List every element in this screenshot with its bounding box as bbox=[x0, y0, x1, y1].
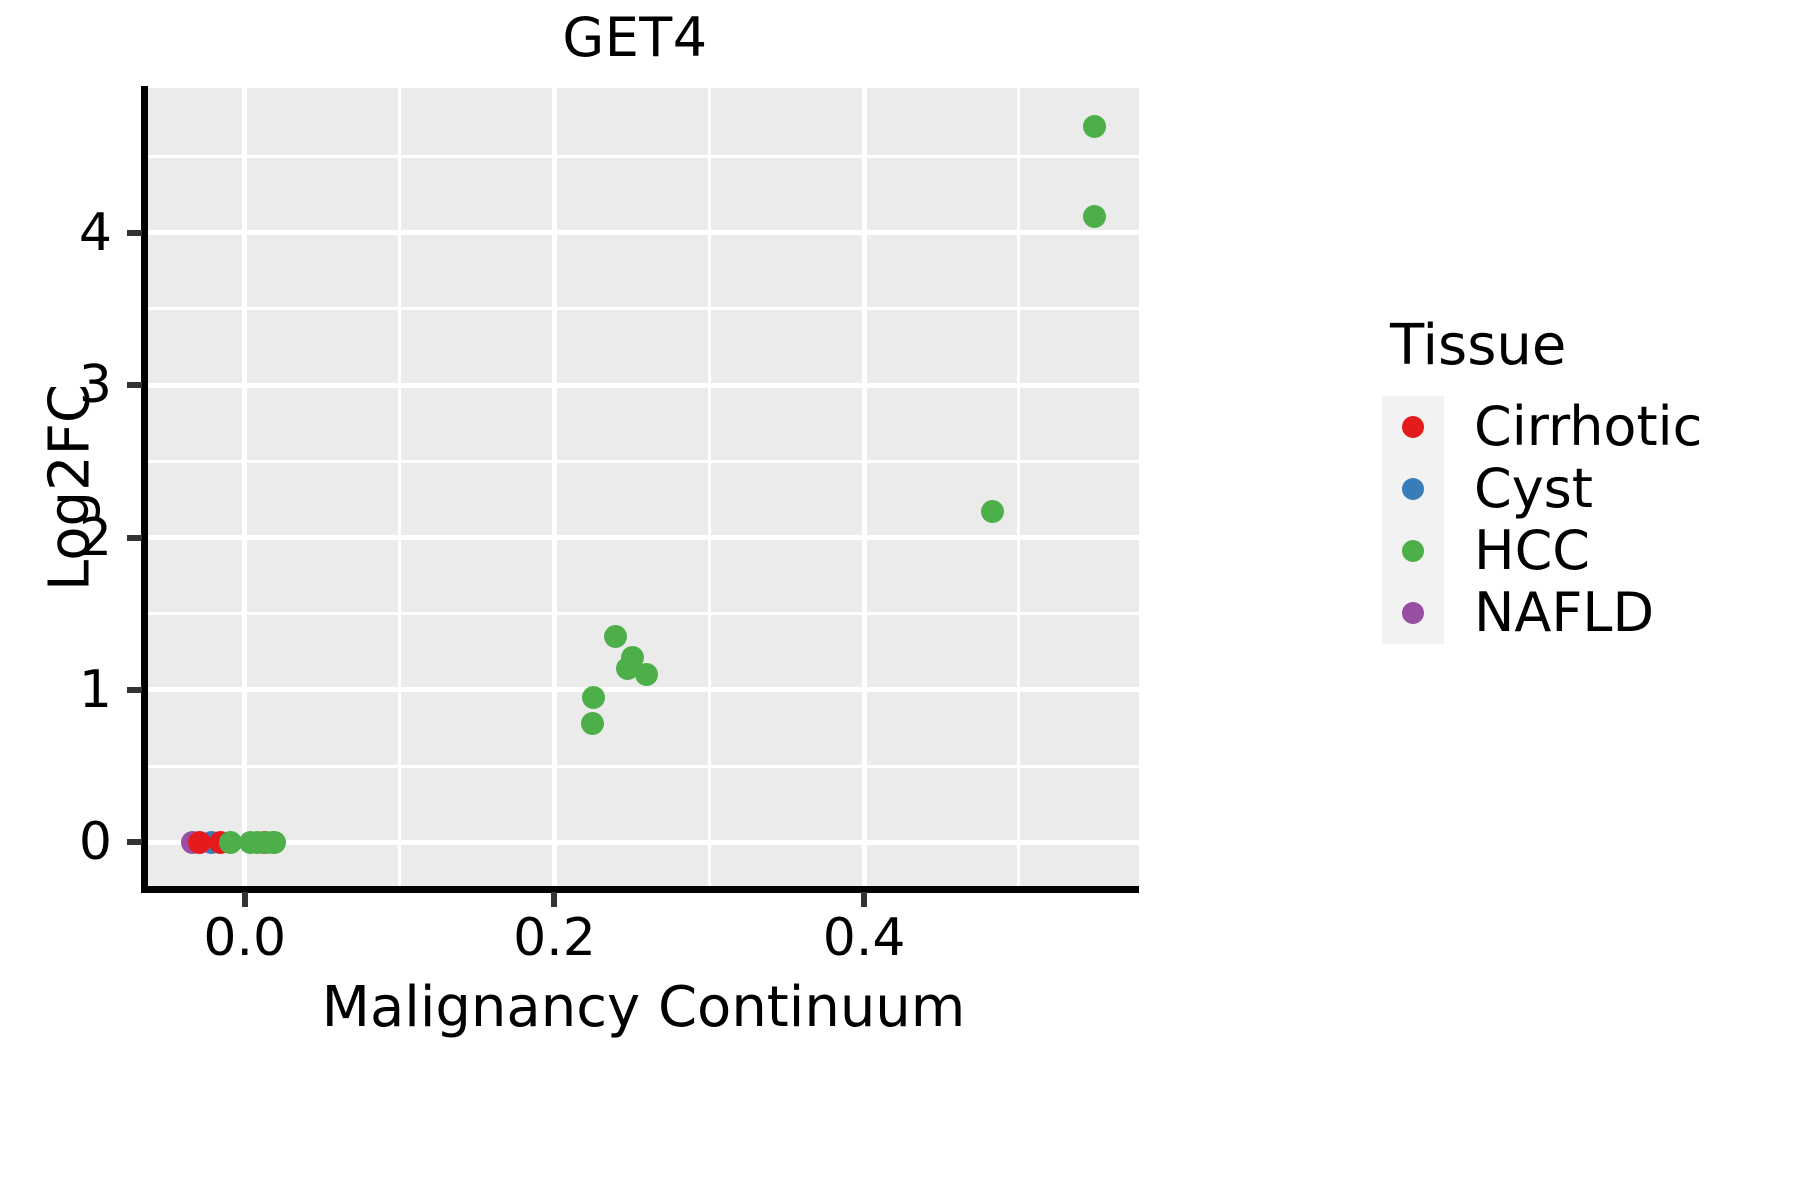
gridline-minor-horizontal bbox=[148, 612, 1139, 616]
legend-item-nafld[interactable]: NAFLD bbox=[1382, 582, 1782, 644]
legend-entries: Cirrhotic Cyst HCC NAFLD bbox=[1382, 396, 1782, 644]
y-tick-label: 2 bbox=[78, 507, 112, 568]
legend-dot-icon bbox=[1402, 416, 1424, 438]
gridline-major-horizontal bbox=[148, 687, 1139, 693]
gridline-major-vertical bbox=[861, 88, 867, 888]
data-point-hcc bbox=[1082, 204, 1106, 228]
legend-dot-icon bbox=[1402, 478, 1424, 500]
x-tick-label: 0.0 bbox=[203, 908, 287, 968]
legend-label: NAFLD bbox=[1474, 581, 1655, 644]
gridline-major-horizontal bbox=[148, 230, 1139, 236]
x-axis-line bbox=[141, 886, 1139, 893]
gridline-minor-horizontal bbox=[148, 307, 1139, 311]
data-point-hcc bbox=[635, 663, 659, 687]
legend-key-swatch bbox=[1382, 520, 1444, 582]
x-axis-label: Malignancy Continuum bbox=[321, 975, 966, 1040]
plot-panel bbox=[148, 88, 1139, 888]
x-tick-mark bbox=[551, 892, 558, 907]
y-tick-mark bbox=[127, 534, 142, 541]
x-tick-mark bbox=[861, 892, 868, 907]
legend: Tissue Cirrhotic Cyst HCC NAFLD bbox=[1382, 318, 1782, 644]
y-axis-label: Log2FC bbox=[37, 384, 103, 591]
x-tick-label: 0.4 bbox=[822, 908, 906, 968]
legend-item-cyst[interactable]: Cyst bbox=[1382, 458, 1782, 520]
data-point-hcc bbox=[981, 500, 1005, 524]
legend-key-swatch bbox=[1382, 396, 1444, 458]
gridline-major-horizontal bbox=[148, 839, 1139, 845]
y-tick-label: 4 bbox=[78, 202, 112, 263]
gridline-minor-vertical bbox=[1017, 88, 1021, 888]
y-tick-mark bbox=[127, 686, 142, 693]
legend-label: HCC bbox=[1474, 519, 1591, 582]
gridline-major-horizontal bbox=[148, 535, 1139, 541]
data-point-hcc bbox=[1083, 114, 1107, 138]
y-tick-label: 0 bbox=[78, 812, 112, 873]
legend-dot-icon bbox=[1402, 602, 1424, 624]
page-title: GET4 bbox=[562, 6, 708, 69]
legend-item-cirrhotic[interactable]: Cirrhotic bbox=[1382, 396, 1782, 458]
gridline-minor-vertical bbox=[707, 88, 711, 888]
y-axis-line bbox=[141, 86, 148, 892]
gridline-minor-horizontal bbox=[148, 764, 1139, 768]
legend-label: Cirrhotic bbox=[1474, 395, 1703, 458]
data-point-hcc bbox=[621, 646, 645, 670]
y-tick-mark bbox=[127, 229, 142, 236]
legend-title: Tissue bbox=[1390, 313, 1567, 378]
gridline-major-horizontal bbox=[148, 382, 1139, 388]
legend-key-swatch bbox=[1382, 458, 1444, 520]
gridline-major-vertical bbox=[242, 88, 248, 888]
y-tick-label: 3 bbox=[78, 355, 112, 416]
y-tick-mark bbox=[127, 382, 142, 389]
data-point-hcc bbox=[218, 830, 242, 854]
x-tick-label: 0.2 bbox=[513, 908, 596, 968]
y-tick-mark bbox=[127, 839, 142, 846]
data-point-hcc bbox=[582, 686, 606, 710]
legend-label: Cyst bbox=[1474, 457, 1593, 520]
gridline-minor-horizontal bbox=[148, 155, 1139, 159]
data-point-hcc bbox=[263, 830, 287, 854]
y-tick-label: 1 bbox=[78, 659, 112, 720]
x-tick-mark bbox=[241, 892, 248, 907]
legend-dot-icon bbox=[1402, 540, 1424, 562]
legend-item-hcc[interactable]: HCC bbox=[1382, 520, 1782, 582]
gridline-minor-horizontal bbox=[148, 459, 1139, 463]
legend-key-swatch bbox=[1382, 582, 1444, 644]
gridline-minor-vertical bbox=[398, 88, 402, 888]
data-point-cirrhotic bbox=[188, 830, 212, 854]
data-point-hcc bbox=[604, 625, 628, 649]
gridline-major-vertical bbox=[551, 88, 557, 888]
data-point-hcc bbox=[580, 711, 604, 735]
